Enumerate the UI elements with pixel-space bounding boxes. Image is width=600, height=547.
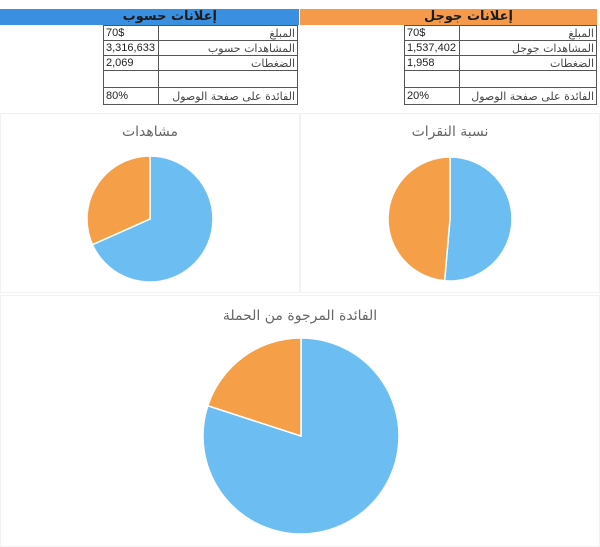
empty-label xyxy=(158,70,298,88)
views-label: المشاهدات حسوب xyxy=(158,40,298,56)
google-ads-table: 70$ المبلغ 1,537,402 المشاهدات جوجل 1,95… xyxy=(404,25,597,105)
clicks-chart-title: نسبة النقرات xyxy=(411,124,489,140)
benefit-chart-panel: الفائدة المرجوة من الحملة xyxy=(0,295,600,547)
views-chart-title: مشاهدات xyxy=(121,124,179,140)
pie-slice-google xyxy=(387,156,451,282)
amount-value: 70$ xyxy=(404,25,460,41)
table-row-landing-benefit: 80% الفائدة على صفحة الوصول xyxy=(103,87,298,105)
views-value: 1,537,402 xyxy=(404,40,460,56)
clicks-value: 1,958 xyxy=(404,55,460,71)
table-row-empty xyxy=(404,70,597,88)
table-row-clicks: 1,958 الضغطات xyxy=(404,55,597,71)
clicks-value: 2,069 xyxy=(103,55,159,71)
clicks-pie-chart xyxy=(387,156,513,282)
views-label: المشاهدات جوجل xyxy=(459,40,597,56)
amount-label: المبلغ xyxy=(459,25,597,41)
google-ads-title: إعلانات جوجل xyxy=(421,8,515,26)
table-row-clicks: 2,069 الضغطات xyxy=(103,55,298,71)
amount-label: المبلغ xyxy=(158,25,298,41)
table-row-views: 3,316,633 المشاهدات حسوب xyxy=(103,40,298,56)
pie-slice-google xyxy=(206,337,302,438)
hasoub-ads-table: 70$ المبلغ 3,316,633 المشاهدات حسوب 2,06… xyxy=(103,25,298,105)
views-pie-chart xyxy=(86,155,214,283)
table-row-landing-benefit: 20% الفائدة على صفحة الوصول xyxy=(404,87,597,105)
amount-value: 70$ xyxy=(103,25,159,41)
empty-value xyxy=(103,70,159,88)
landing-benefit-label: الفائدة على صفحة الوصول xyxy=(459,87,597,105)
views-chart-panel: مشاهدات xyxy=(0,113,300,293)
pie-slice-hasoub xyxy=(91,155,214,283)
table-row-amount: 70$ المبلغ xyxy=(404,25,597,41)
clicks-label: الضغطات xyxy=(459,55,597,71)
pie-slice-google xyxy=(86,155,151,246)
pie-slice-hasoub xyxy=(443,156,513,282)
hasoub-ads-title: إعلانات حسوب xyxy=(120,8,219,26)
views-value: 3,316,633 xyxy=(103,40,159,56)
empty-value xyxy=(404,70,460,88)
benefit-chart-title: الفائدة المرجوة من الحملة xyxy=(222,308,378,324)
table-row-amount: 70$ المبلغ xyxy=(103,25,298,41)
google-ads-header: إعلانات جوجل xyxy=(300,8,597,26)
clicks-label: الضغطات xyxy=(158,55,298,71)
clicks-chart-panel: نسبة النقرات xyxy=(300,113,600,293)
landing-benefit-value: 80% xyxy=(103,87,159,105)
landing-benefit-value: 20% xyxy=(404,87,460,105)
pie-slice-hasoub xyxy=(202,337,400,535)
table-row-views: 1,537,402 المشاهدات جوجل xyxy=(404,40,597,56)
hasoub-ads-header: إعلانات حسوب xyxy=(0,8,299,26)
benefit-pie-chart xyxy=(202,337,400,535)
empty-label xyxy=(459,70,597,88)
table-row-empty xyxy=(103,70,298,88)
landing-benefit-label: الفائدة على صفحة الوصول xyxy=(158,87,298,105)
